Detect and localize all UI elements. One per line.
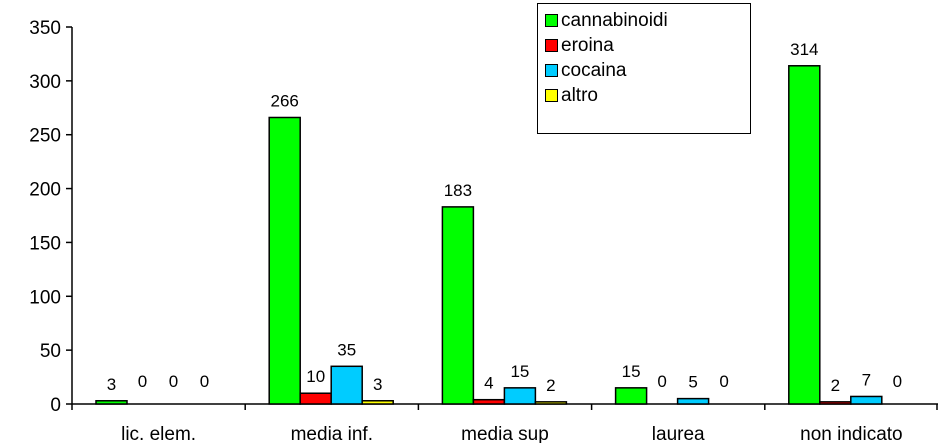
data-label: 2 <box>546 376 555 395</box>
y-tick-label: 50 <box>40 341 61 362</box>
y-axis: 0 50 100 150 200 250 300 350 <box>29 18 73 416</box>
legend-label: eroina <box>561 35 614 56</box>
legend-item-cannabinoidi: cannabinoidi <box>538 8 750 33</box>
data-label: 35 <box>337 340 356 359</box>
data-label: 2 <box>831 376 840 395</box>
y-tick-label: 0 <box>50 395 61 416</box>
bar-cannabinoidi <box>95 400 128 405</box>
x-tick-label: media sup <box>461 424 549 443</box>
y-tick-label: 250 <box>29 126 61 147</box>
legend-label: cannabinoidi <box>561 10 668 31</box>
x-tick-label: media inf. <box>291 424 373 443</box>
legend: cannabinoidi eroina cocaina altro <box>537 3 751 134</box>
legend-swatch <box>545 89 558 102</box>
data-label: 0 <box>200 372 209 391</box>
y-tick-label: 100 <box>29 287 61 308</box>
data-label: 15 <box>622 362 641 381</box>
y-tick-label: 150 <box>29 233 61 254</box>
legend-swatch <box>545 64 558 77</box>
data-label: 10 <box>306 367 325 386</box>
bar-cocaina <box>850 395 883 405</box>
data-label: 0 <box>169 372 178 391</box>
bar-eroina <box>472 398 506 405</box>
data-label: 0 <box>893 372 902 391</box>
bar-altro <box>361 400 394 405</box>
data-label: 183 <box>444 181 472 200</box>
legend-item-cocaina: cocaina <box>538 58 750 83</box>
data-label: 7 <box>862 370 871 389</box>
bar-cocaina <box>330 365 363 405</box>
legend-item-altro: altro <box>538 83 750 108</box>
data-labels: 3 0 0 0 266 10 35 3 183 4 15 2 15 0 5 0 314 2 7 0 <box>107 40 902 395</box>
legend-label: cocaina <box>561 60 627 81</box>
data-label: 15 <box>510 362 529 381</box>
x-tick-label: non indicato <box>800 424 902 443</box>
x-axis: lic. elem. media inf. media sup laurea non i… <box>71 403 938 443</box>
bar-eroina <box>819 401 852 405</box>
data-label: 3 <box>373 375 382 394</box>
bar-cocaina <box>503 387 537 405</box>
x-tick-label: laurea <box>652 424 705 443</box>
y-tick-label: 300 <box>29 72 61 93</box>
bar-cannabinoidi <box>614 387 648 405</box>
y-tick-label: 200 <box>29 180 61 201</box>
bar-cannabinoidi <box>788 65 821 405</box>
legend-item-eroina: eroina <box>538 33 750 58</box>
bar-cannabinoidi <box>268 116 301 405</box>
bar-eroina <box>299 392 332 405</box>
data-label: 266 <box>271 91 299 110</box>
data-label: 314 <box>790 40 818 59</box>
data-label: 4 <box>484 374 493 393</box>
data-label: 5 <box>688 373 697 392</box>
legend-swatch <box>545 39 558 52</box>
x-tick-label: lic. elem. <box>121 424 196 443</box>
bars <box>95 65 883 405</box>
y-tick-label: 350 <box>29 18 61 39</box>
bar-cannabinoidi <box>441 206 475 405</box>
bar-cocaina <box>676 397 710 405</box>
legend-swatch <box>545 14 558 27</box>
data-label: 0 <box>138 372 147 391</box>
data-label: 3 <box>107 375 116 394</box>
data-label: 0 <box>719 372 728 391</box>
data-label: 0 <box>657 372 666 391</box>
legend-label: altro <box>561 85 598 106</box>
bar-altro <box>534 401 568 405</box>
